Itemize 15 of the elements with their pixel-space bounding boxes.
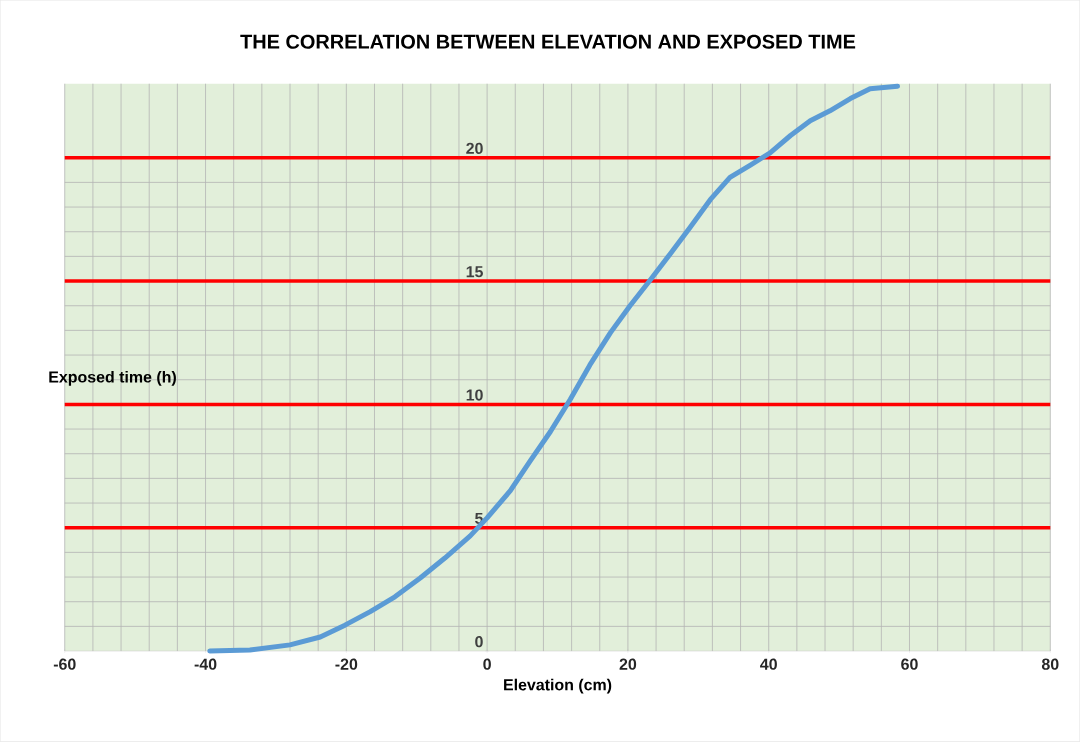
y-tick-label: 0 bbox=[475, 636, 483, 648]
x-tick-label: 20 bbox=[619, 658, 637, 670]
x-tick-label: -40 bbox=[194, 658, 217, 670]
y-tick-label: 15 bbox=[466, 266, 483, 278]
x-tick-label: 60 bbox=[901, 658, 918, 670]
x-axis-title: Elevation (cm) bbox=[504, 678, 612, 694]
y-tick-label: 20 bbox=[466, 142, 483, 155]
x-tick-label: -20 bbox=[335, 658, 358, 670]
x-tick-label: 80 bbox=[1041, 658, 1059, 670]
y-tick-label: 10 bbox=[466, 389, 483, 401]
x-tick-label: -60 bbox=[53, 658, 76, 670]
y-axis-title: Exposed time (h) bbox=[49, 371, 176, 386]
chart-title: THE CORRELATION BETWEEN ELEVATION AND EXPOSED TIME bbox=[240, 34, 856, 49]
x-tick-label: 40 bbox=[760, 658, 777, 670]
x-tick-label: 0 bbox=[483, 658, 491, 670]
